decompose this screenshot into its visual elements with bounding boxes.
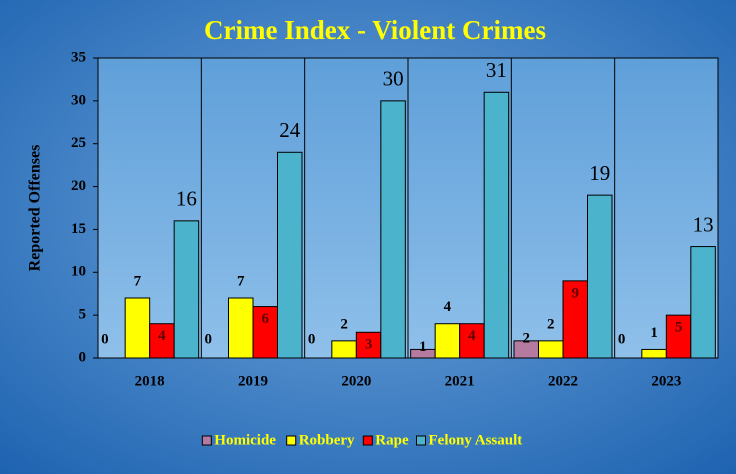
data-label: 3 bbox=[365, 337, 373, 353]
y-tick-label: 10 bbox=[71, 264, 86, 280]
bar bbox=[665, 314, 692, 359]
x-tick-label: 2023 bbox=[651, 373, 681, 389]
y-tick-label: 15 bbox=[71, 221, 86, 237]
bar bbox=[277, 151, 303, 359]
bar bbox=[587, 194, 613, 359]
data-label: 4 bbox=[444, 299, 452, 315]
bar bbox=[331, 340, 357, 359]
chart-title: Crime Index - Violent Crimes bbox=[204, 15, 546, 45]
data-label: 2 bbox=[523, 330, 531, 346]
data-label: 31 bbox=[486, 58, 507, 82]
data-label: 9 bbox=[572, 285, 580, 301]
bar bbox=[124, 297, 151, 359]
bar bbox=[228, 297, 254, 359]
y-tick-label: 0 bbox=[79, 349, 87, 365]
data-label: 5 bbox=[675, 320, 683, 336]
y-tick-label: 20 bbox=[71, 178, 86, 194]
bar bbox=[434, 323, 461, 359]
data-label: 0 bbox=[101, 331, 109, 347]
y-tick-label: 35 bbox=[71, 49, 86, 65]
bar bbox=[380, 100, 406, 359]
legend-swatch bbox=[362, 435, 373, 446]
data-label: 4 bbox=[158, 328, 166, 344]
data-label: 1 bbox=[419, 339, 427, 355]
y-tick-label: 25 bbox=[71, 135, 86, 151]
legend-swatch bbox=[416, 435, 426, 446]
data-label: 1 bbox=[650, 325, 658, 341]
x-tick-label: 2020 bbox=[341, 373, 371, 389]
bar bbox=[690, 246, 716, 359]
legend-label: Rape bbox=[375, 432, 409, 448]
data-label: 7 bbox=[134, 273, 142, 289]
bar bbox=[538, 340, 564, 359]
y-tick-label: 5 bbox=[79, 307, 87, 323]
data-label: 0 bbox=[205, 331, 213, 347]
legend-label: Homicide bbox=[214, 432, 276, 448]
bar bbox=[459, 323, 485, 359]
bar bbox=[173, 220, 200, 359]
legend-label: Robbery bbox=[299, 432, 355, 448]
bar bbox=[483, 91, 510, 359]
y-axis-label: Reported Offenses bbox=[27, 145, 44, 272]
data-label: 0 bbox=[308, 331, 316, 347]
y-tick-label: 30 bbox=[71, 92, 86, 108]
legend-swatch bbox=[201, 435, 212, 446]
data-label: 7 bbox=[237, 273, 245, 289]
legend-swatch bbox=[286, 435, 297, 446]
data-label: 0 bbox=[618, 331, 626, 347]
data-label: 13 bbox=[693, 212, 714, 236]
data-label: 19 bbox=[589, 161, 610, 185]
x-tick-label: 2018 bbox=[135, 373, 165, 389]
data-label: 2 bbox=[340, 316, 348, 332]
x-tick-label: 2021 bbox=[445, 373, 475, 389]
data-label: 16 bbox=[176, 187, 197, 211]
data-label: 4 bbox=[468, 328, 476, 344]
x-tick-label: 2022 bbox=[548, 373, 578, 389]
bar bbox=[641, 348, 667, 359]
data-label: 6 bbox=[262, 311, 270, 327]
legend-label: Felony Assault bbox=[429, 432, 523, 448]
data-label: 2 bbox=[547, 316, 555, 332]
data-label: 24 bbox=[279, 118, 301, 142]
x-tick-label: 2019 bbox=[238, 373, 268, 389]
data-label: 30 bbox=[383, 67, 404, 91]
